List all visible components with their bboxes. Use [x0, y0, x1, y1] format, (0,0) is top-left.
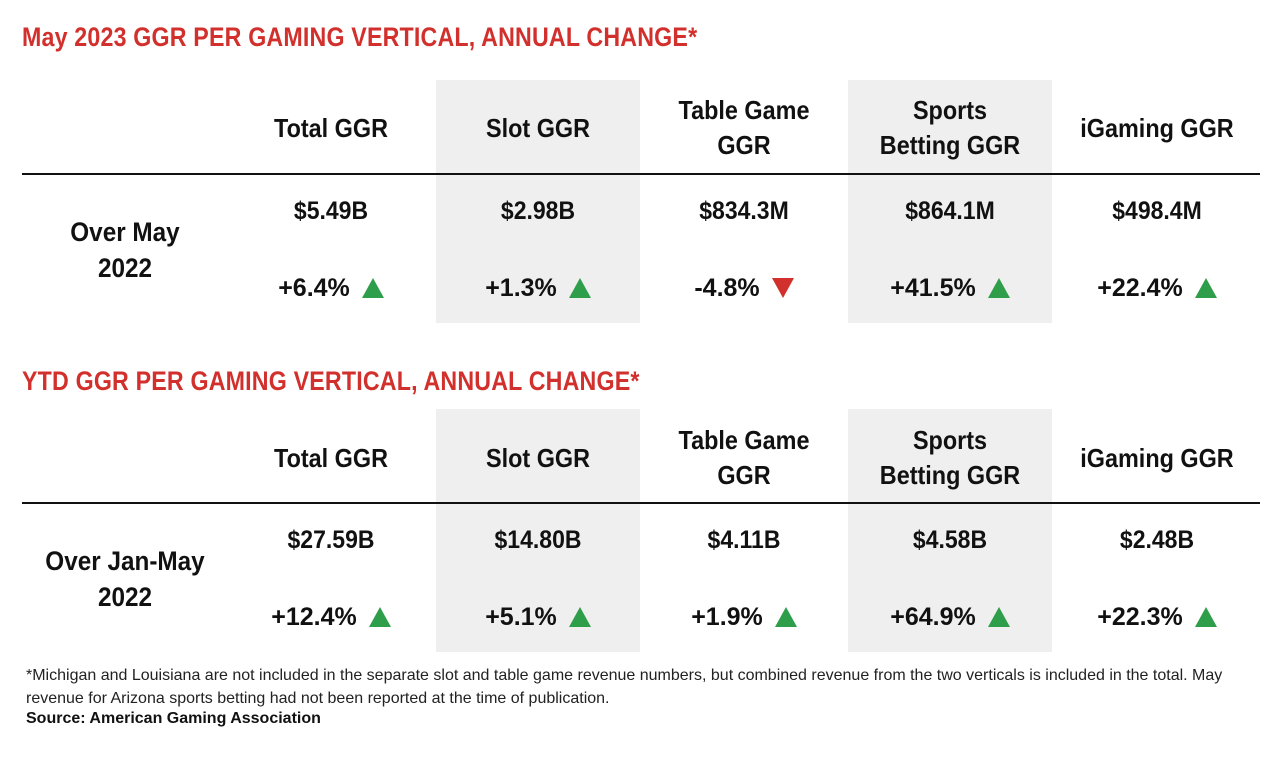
- column-header-line: Betting GGR: [879, 130, 1021, 160]
- up-arrow-icon: [361, 278, 384, 298]
- column-header-line: Slot GGR: [485, 112, 591, 143]
- up-arrow-icon: [774, 607, 797, 627]
- column-header-line: Slot GGR: [485, 442, 591, 473]
- column-header: Total GGR: [238, 88, 423, 168]
- row-label: Over Jan-May 2022: [32, 543, 217, 615]
- column-header-line: Table Game: [678, 425, 810, 455]
- change-cell: -4.8%: [641, 270, 847, 306]
- column-header: Slot GGR: [445, 418, 630, 498]
- row-label-line: Over Jan-May: [45, 546, 205, 576]
- value-cell: $27.59B: [287, 526, 375, 554]
- value-cell: $864.1M: [905, 197, 995, 225]
- section-title: YTD GGR PER GAMING VERTICAL, ANNUAL CHAN…: [22, 366, 640, 396]
- change-value: +22.4%: [1097, 273, 1183, 302]
- column-header: iGaming GGR: [1064, 418, 1249, 498]
- source-note: Source: American Gaming Association: [26, 710, 321, 727]
- column-header-line: Betting GGR: [879, 460, 1021, 490]
- shaded-column-bg: [848, 409, 1052, 652]
- change-cell: +41.5%: [847, 270, 1053, 306]
- shaded-column-bg: [436, 409, 640, 652]
- up-arrow-icon: [987, 607, 1010, 627]
- column-header: iGaming GGR: [1064, 88, 1249, 168]
- change-value: -4.8%: [694, 273, 760, 302]
- change-cell: +1.3%: [435, 270, 641, 306]
- column-header: Total GGR: [238, 418, 423, 498]
- row-label: Over May 2022: [32, 214, 217, 286]
- down-arrow-icon: [771, 278, 794, 298]
- value-cell: $4.11B: [707, 526, 781, 554]
- change-cell: +6.4%: [228, 270, 434, 306]
- column-header-line: Table Game: [678, 95, 810, 125]
- column-header-line: Sports: [912, 425, 988, 455]
- change-value: +1.3%: [485, 273, 557, 302]
- column-header-line: iGaming GGR: [1080, 112, 1234, 143]
- row-label-line: 2022: [97, 582, 153, 612]
- up-arrow-icon: [1194, 607, 1217, 627]
- column-header-line: GGR: [717, 460, 771, 490]
- column-header: Table Game GGR: [651, 88, 836, 168]
- value-cell: $4.58B: [912, 526, 988, 554]
- change-value: +5.1%: [485, 602, 557, 631]
- column-header-line: iGaming GGR: [1080, 442, 1234, 473]
- column-header: Sports Betting GGR: [857, 88, 1042, 168]
- change-value: +64.9%: [890, 602, 976, 631]
- value-cell: $5.49B: [293, 197, 369, 225]
- value-cell: $14.80B: [494, 526, 582, 554]
- change-cell: +1.9%: [641, 599, 847, 635]
- change-value: +12.4%: [271, 602, 357, 631]
- row-label-line: 2022: [97, 253, 153, 283]
- value-cell: $2.98B: [500, 197, 576, 225]
- change-cell: +5.1%: [435, 599, 641, 635]
- up-arrow-icon: [987, 278, 1010, 298]
- change-value: +6.4%: [278, 273, 350, 302]
- up-arrow-icon: [368, 607, 391, 627]
- change-value: +41.5%: [890, 273, 976, 302]
- value-cell: $2.48B: [1119, 526, 1195, 554]
- change-value: +22.3%: [1097, 602, 1183, 631]
- row-label-line: Over May: [70, 217, 180, 247]
- column-header-line: Total GGR: [274, 442, 388, 473]
- shaded-column-bg: [436, 80, 640, 323]
- column-header-line: Total GGR: [274, 112, 388, 143]
- up-arrow-icon: [568, 278, 591, 298]
- column-header: Table Game GGR: [651, 418, 836, 498]
- value-cell: $498.4M: [1112, 197, 1202, 225]
- header-rule: [22, 502, 1260, 504]
- up-arrow-icon: [568, 607, 591, 627]
- change-cell: +64.9%: [847, 599, 1053, 635]
- header-rule: [22, 173, 1260, 175]
- shaded-column-bg: [848, 80, 1052, 323]
- change-cell: +12.4%: [228, 599, 434, 635]
- footnote: *Michigan and Louisiana are not included…: [26, 667, 1223, 707]
- column-header: Sports Betting GGR: [857, 418, 1042, 498]
- column-header-line: GGR: [717, 130, 771, 160]
- change-value: +1.9%: [691, 602, 763, 631]
- value-cell: $834.3M: [699, 197, 789, 225]
- change-cell: +22.4%: [1054, 270, 1260, 306]
- up-arrow-icon: [1194, 278, 1217, 298]
- change-cell: +22.3%: [1054, 599, 1260, 635]
- column-header: Slot GGR: [445, 88, 630, 168]
- section-title: May 2023 GGR PER GAMING VERTICAL, ANNUAL…: [22, 22, 698, 52]
- column-header-line: Sports: [912, 95, 988, 125]
